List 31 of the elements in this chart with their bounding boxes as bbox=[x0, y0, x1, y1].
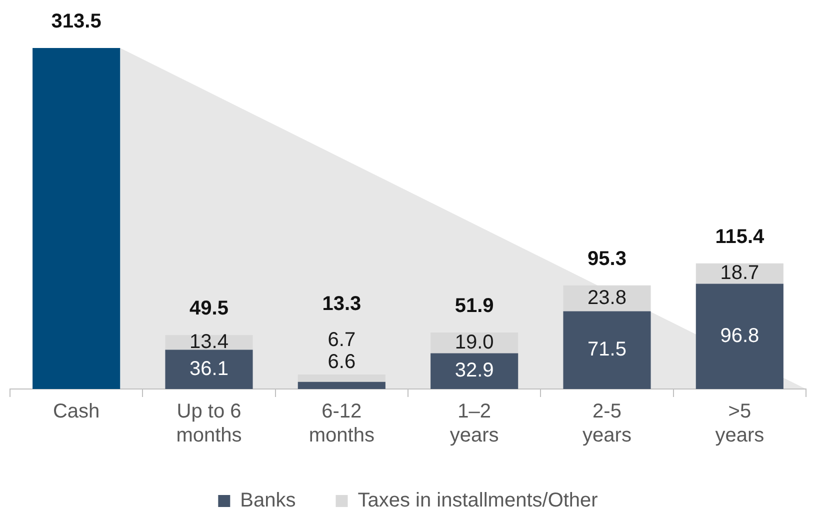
legend-label: Banks bbox=[240, 490, 296, 512]
x-tick-label: Up to 6 months bbox=[176, 400, 242, 447]
bar bbox=[563, 311, 651, 389]
legend-label: Taxes in installments/Other bbox=[358, 490, 598, 512]
total-label: 95.3 bbox=[588, 248, 626, 270]
data-label: 19.0 bbox=[454, 331, 494, 354]
data-label: 96.8 bbox=[720, 324, 760, 347]
bar bbox=[430, 353, 518, 389]
total-label: 313.5 bbox=[51, 10, 102, 33]
bar bbox=[298, 374, 386, 382]
data-label: 6.6 bbox=[328, 351, 356, 374]
bar bbox=[165, 350, 253, 389]
data-label: 23.8 bbox=[588, 286, 626, 309]
data-label: 13.4 bbox=[190, 330, 228, 353]
total-label: 49.5 bbox=[190, 298, 228, 320]
data-label: 36.1 bbox=[190, 358, 228, 380]
bar bbox=[32, 48, 120, 389]
x-tick-label: >5 years bbox=[715, 400, 764, 447]
total-label: 13.3 bbox=[322, 293, 362, 316]
x-tick-label: 1–2 years bbox=[450, 400, 499, 447]
data-label: 71.5 bbox=[588, 338, 626, 361]
x-tick-label: Cash bbox=[52, 400, 100, 423]
data-label: 32.9 bbox=[454, 360, 494, 382]
data-label: 18.7 bbox=[720, 262, 760, 284]
bar bbox=[298, 382, 386, 389]
data-label: 6.7 bbox=[328, 329, 356, 352]
total-label: 115.4 bbox=[715, 226, 766, 248]
bar bbox=[696, 284, 784, 389]
x-tick-label: 2-5 years bbox=[582, 400, 632, 447]
x-tick-label: 6-12 months bbox=[308, 400, 374, 447]
total-label: 51.9 bbox=[454, 295, 494, 318]
